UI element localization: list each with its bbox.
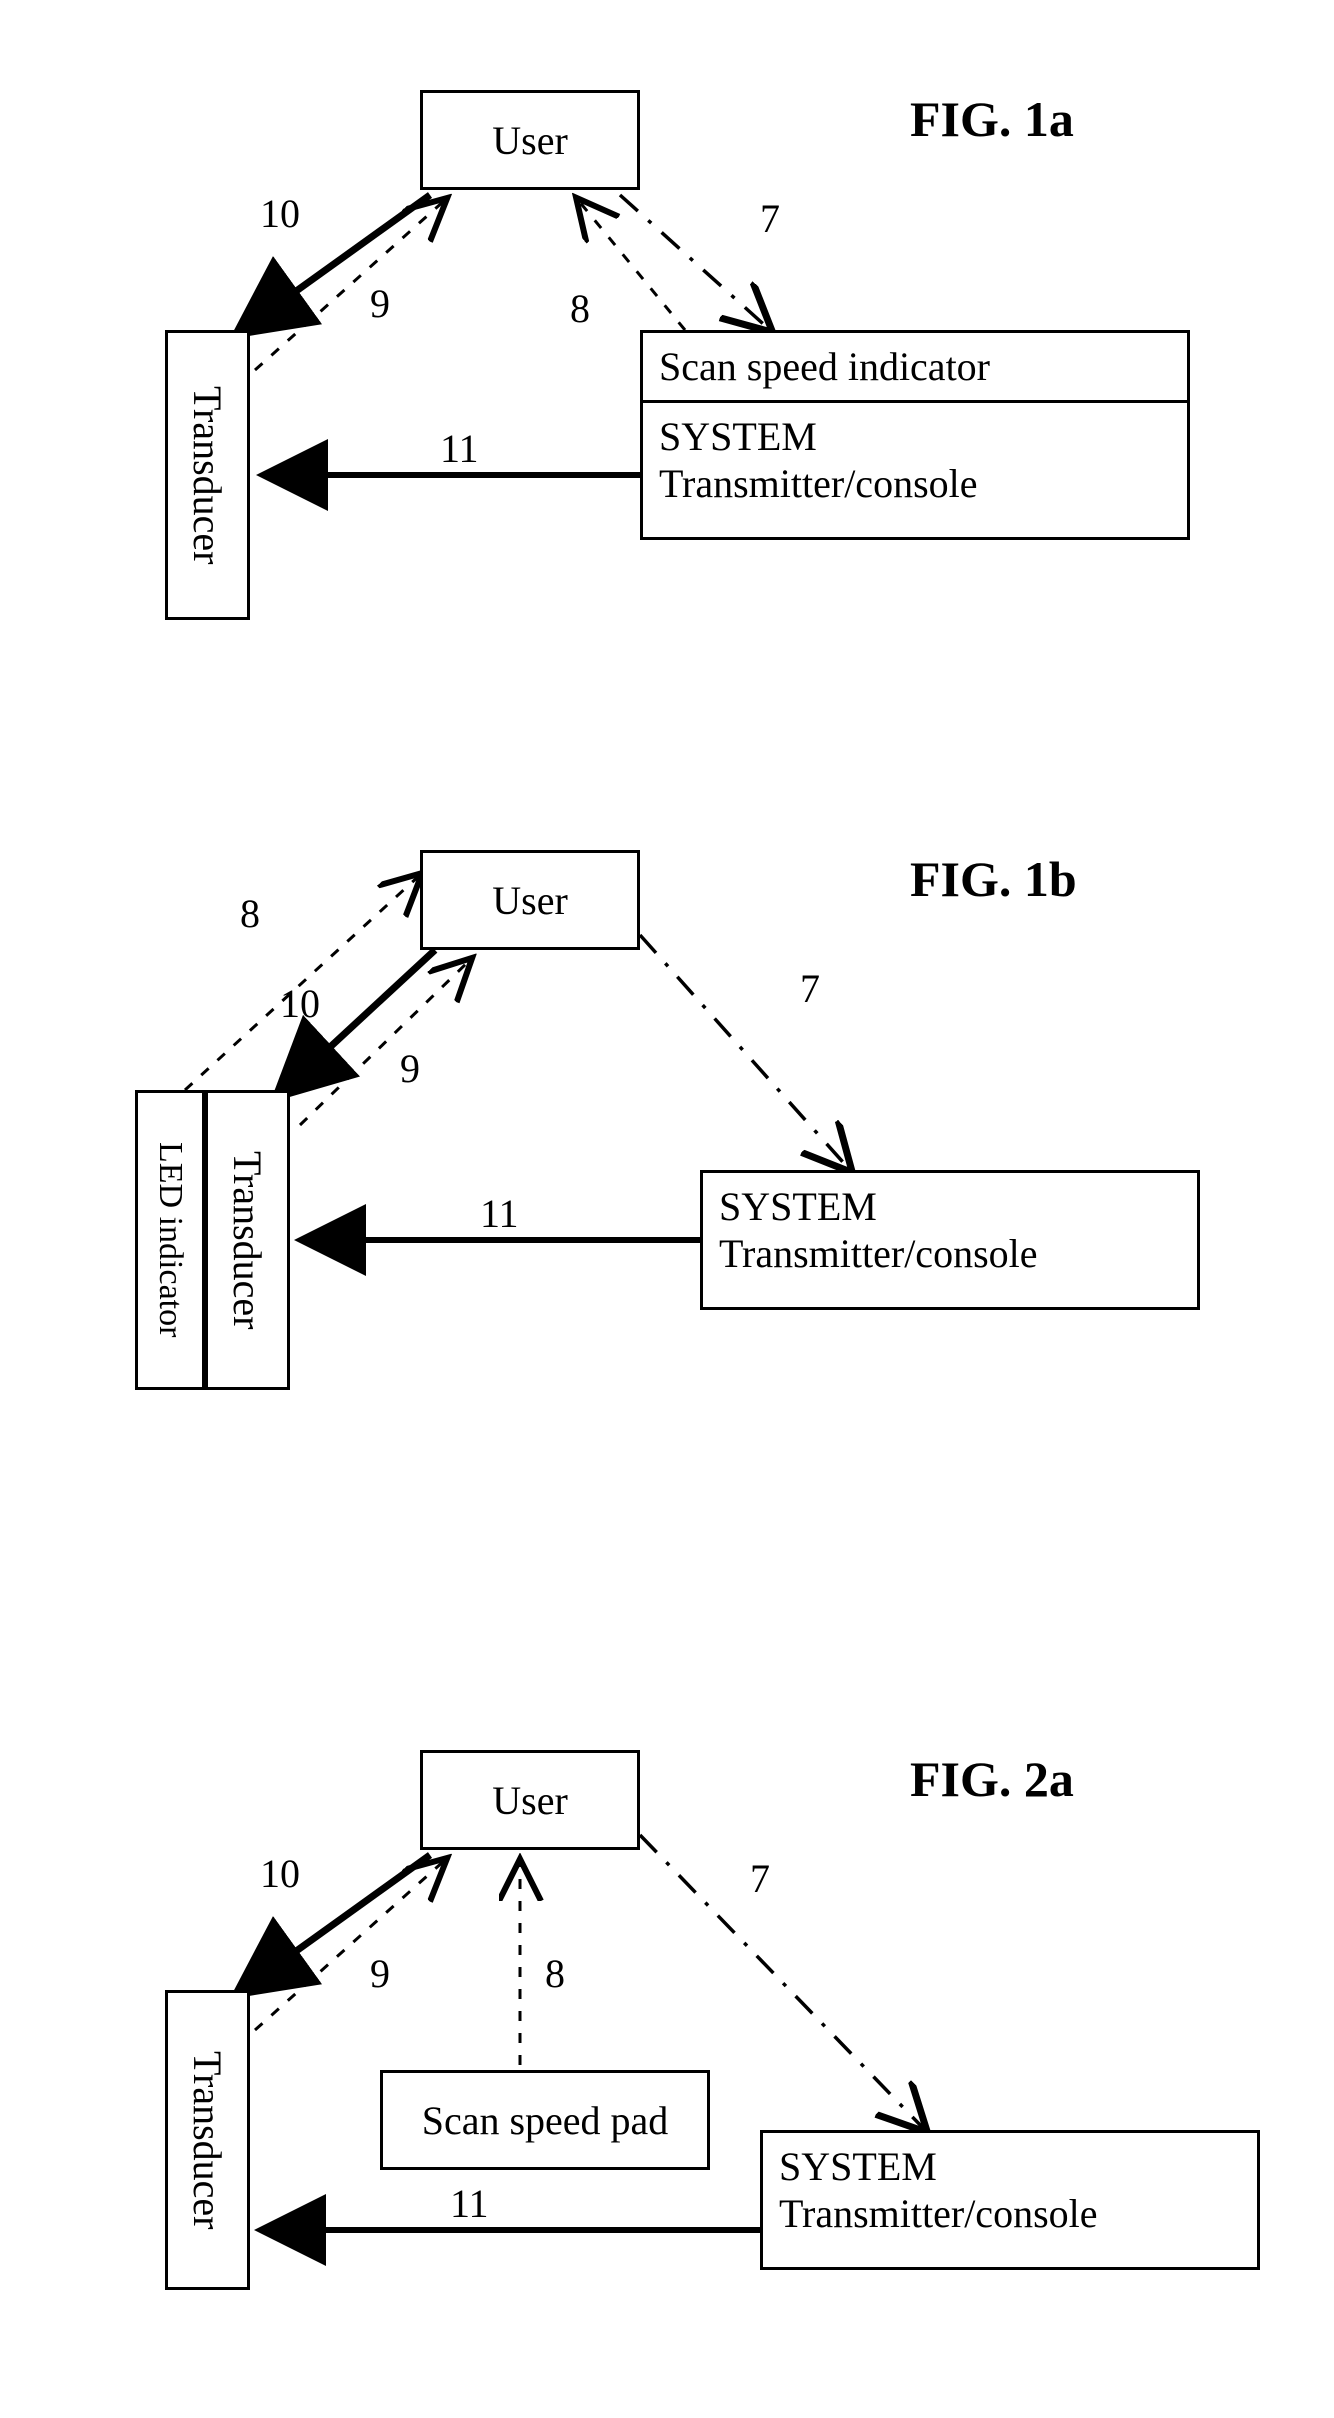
scan-speed-pad-label: Scan speed pad — [422, 2097, 669, 2144]
edge-9-label: 9 — [370, 1950, 390, 1997]
led-indicator-label: LED indicator — [151, 1142, 189, 1337]
user-label: User — [492, 117, 568, 164]
edge-11-label: 11 — [440, 425, 479, 472]
system-node: SYSTEM Transmitter/console — [760, 2130, 1260, 2270]
user-node: User — [420, 850, 640, 950]
edge-8 — [578, 200, 685, 330]
system-label-2: Transmitter/console — [779, 2190, 1241, 2237]
edge-7-label: 7 — [800, 965, 820, 1012]
system-label-1: SYSTEM — [719, 1183, 1181, 1230]
edge-10-label: 10 — [260, 190, 300, 237]
edge-8-label: 8 — [570, 285, 590, 332]
user-label: User — [492, 877, 568, 924]
transducer-label: Transducer — [224, 1151, 271, 1330]
edge-11-label: 11 — [480, 1190, 519, 1237]
scan-speed-indicator-label: Scan speed indicator — [659, 343, 1171, 390]
edge-8-label: 8 — [240, 890, 260, 937]
scan-speed-pad-node: Scan speed pad — [380, 2070, 710, 2170]
fig2a-title: FIG. 2a — [910, 1750, 1074, 1808]
led-indicator-node: LED indicator — [135, 1090, 205, 1390]
transducer-label: Transducer — [184, 2051, 231, 2230]
transducer-label: Transducer — [184, 386, 231, 565]
edge-9 — [300, 960, 470, 1125]
edge-9-label: 9 — [370, 280, 390, 327]
system-label-1: SYSTEM — [659, 413, 1171, 460]
edge-10-label: 10 — [260, 1850, 300, 1897]
edge-7-label: 7 — [750, 1855, 770, 1902]
user-node: User — [420, 1750, 640, 1850]
transducer-node: Transducer — [165, 330, 250, 620]
system-node: SYSTEM Transmitter/console — [700, 1170, 1200, 1310]
edge-10-label: 10 — [280, 980, 320, 1027]
edge-9-label: 9 — [400, 1045, 420, 1092]
edge-8-label: 8 — [545, 1950, 565, 1997]
fig1b-title: FIG. 1b — [910, 850, 1077, 908]
edge-7-label: 7 — [760, 195, 780, 242]
figure-2a: FIG. 2a User Transducer Scan speed pad S… — [0, 1690, 1334, 2370]
fig1a-title: FIG. 1a — [910, 90, 1074, 148]
transducer-node: Transducer — [165, 1990, 250, 2290]
edge-11-label: 11 — [450, 2180, 489, 2227]
system-label-2: Transmitter/console — [719, 1230, 1181, 1277]
user-node: User — [420, 90, 640, 190]
system-node: Scan speed indicator SYSTEM Transmitter/… — [640, 330, 1190, 540]
figure-1b: FIG. 1b User LED indicator Transducer SY… — [0, 790, 1334, 1470]
transducer-node: Transducer — [205, 1090, 290, 1390]
system-label-2: Transmitter/console — [659, 460, 1171, 507]
edge-7 — [620, 195, 770, 330]
system-label-1: SYSTEM — [779, 2143, 1241, 2190]
figure-1a: FIG. 1a User Transducer Scan speed indic… — [0, 30, 1334, 670]
user-label: User — [492, 1777, 568, 1824]
